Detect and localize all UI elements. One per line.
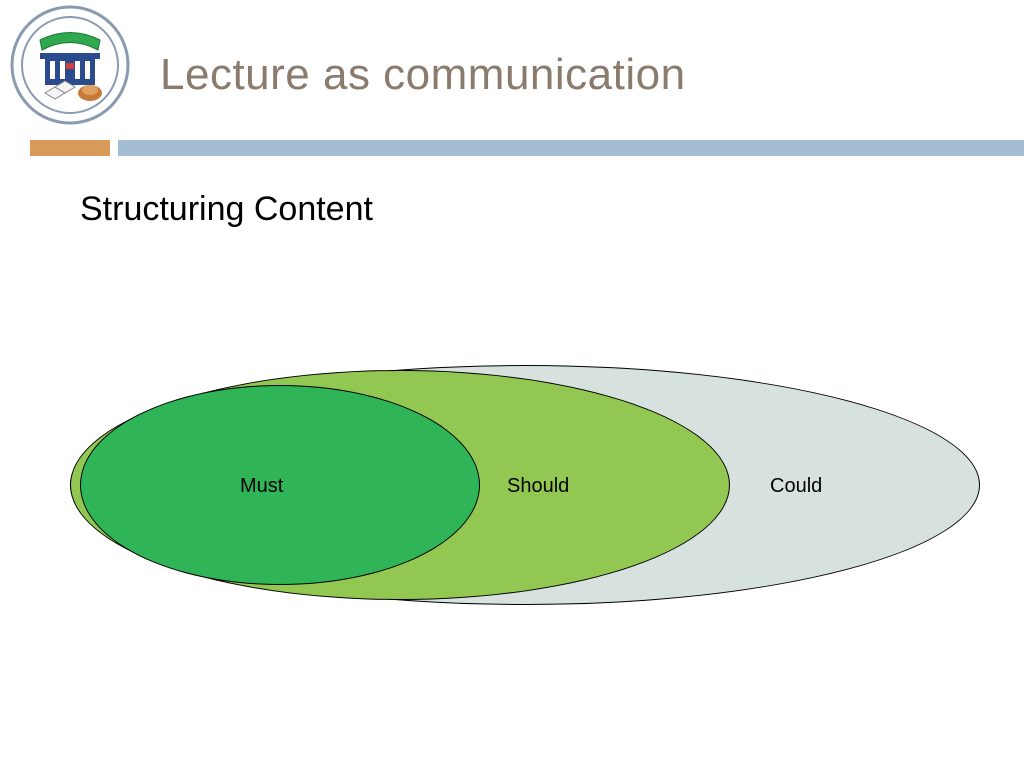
header-rule <box>0 140 1024 156</box>
slide-title: Lecture as communication <box>160 50 686 100</box>
slide-subtitle: Structuring Content <box>80 190 373 229</box>
rule-accent-orange <box>30 140 110 156</box>
label-could: Could <box>770 475 822 498</box>
label-must: Must <box>240 475 283 498</box>
nested-ellipse-diagram: Could Should Must <box>0 340 1024 640</box>
rule-accent-blue <box>118 140 1024 156</box>
organization-logo-icon <box>10 5 130 125</box>
label-should: Should <box>507 475 569 498</box>
slide-header: Lecture as communication <box>0 0 1024 140</box>
